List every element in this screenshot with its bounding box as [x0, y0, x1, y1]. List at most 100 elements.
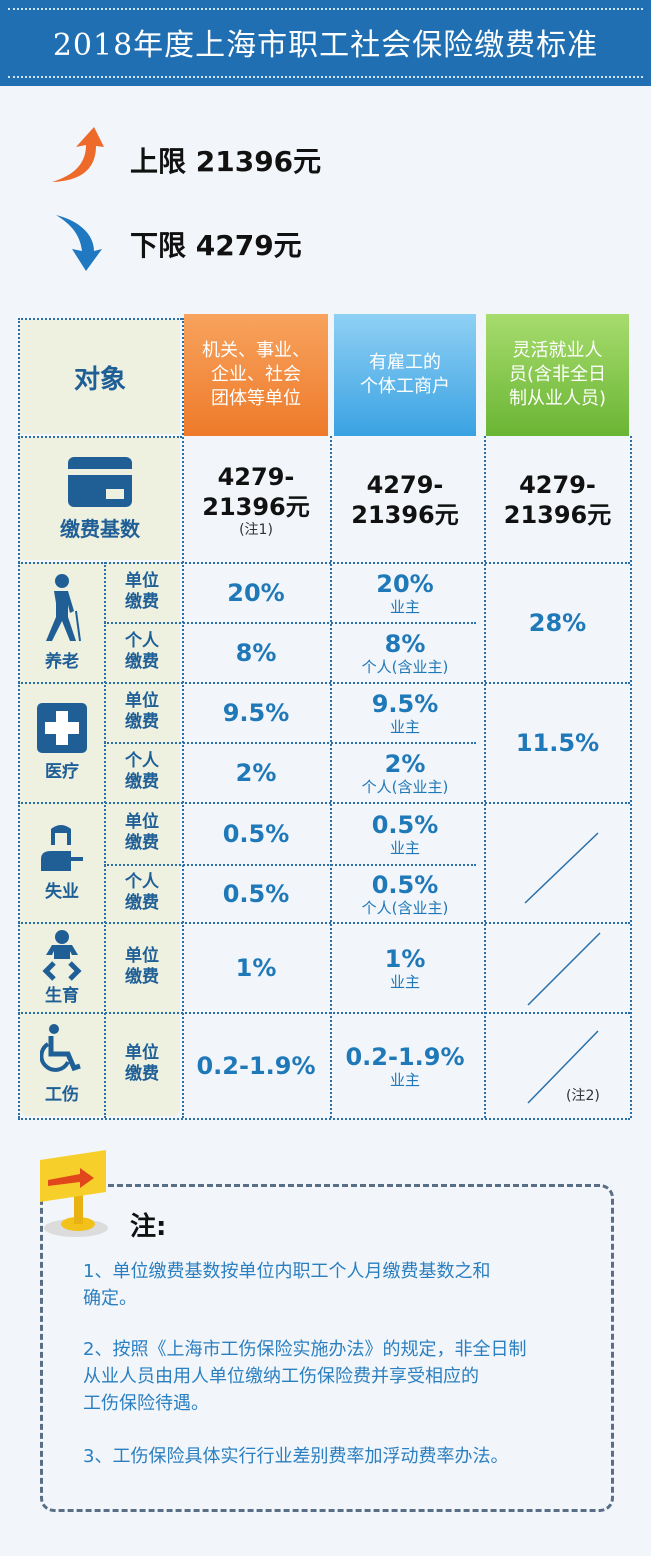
category-column: [20, 562, 180, 1116]
unemployment-owner-unit: 0.5% 业主: [334, 804, 476, 864]
rate: 0.5%: [371, 811, 439, 839]
label: 个人: [125, 751, 159, 771]
rate-note: 业主: [389, 839, 420, 857]
category-medical: 医疗: [20, 682, 104, 802]
lower-limit: 下限 4279元: [130, 229, 302, 262]
rate: 0.2-1.9%: [345, 1043, 465, 1071]
divider: [330, 436, 332, 1118]
category-work-injury: 工伤: [20, 1012, 104, 1116]
category-label: 养老: [45, 651, 79, 672]
rate-note: 个人(含业主): [361, 658, 449, 676]
category-pension: 养老: [20, 562, 104, 682]
value: 21396元: [202, 493, 310, 521]
unemployment-owner-personal: 0.5% 个人(含业主): [334, 866, 476, 922]
value: 4279-: [217, 463, 295, 491]
note-line: 3、工伤保险具体实行行业差别费率加浮动费率办法。: [83, 1446, 509, 1467]
base-self-employed: 4279- 21396元: [334, 440, 476, 560]
rate-note: 业主: [389, 973, 420, 991]
label: 单位: [125, 571, 159, 591]
injury-owner-unit: 0.2-1.9% 业主: [334, 1014, 476, 1118]
baby-icon: [42, 929, 82, 981]
divider: [104, 562, 106, 1118]
pension-flexible-rate: 28%: [528, 609, 587, 637]
unit-contribution-label: 单位 缴费: [104, 1012, 180, 1116]
medical-personal-rate: 2%: [235, 759, 277, 787]
arrow-down-icon: [56, 215, 102, 271]
rate-note: 业主: [389, 598, 420, 616]
unit-contribution-label: 单位 缴费: [104, 562, 180, 622]
divider: [630, 436, 632, 1118]
label: 缴费: [125, 1064, 159, 1084]
category-label: 工伤: [45, 1084, 79, 1105]
arrow-up-icon: [52, 127, 104, 182]
corner-label-cell: 对象: [20, 320, 180, 434]
pension-personal-rate: 8%: [235, 639, 277, 667]
worker-at-desk-icon: [41, 824, 83, 871]
label: 缴费: [125, 893, 159, 913]
rate: 0.5%: [371, 871, 439, 899]
pension-unit-rate: 20%: [227, 579, 285, 607]
header-line: 机关、事业、: [202, 340, 310, 361]
header-line: 团体等单位: [211, 388, 301, 409]
note-line: 工伤保险待遇。: [83, 1393, 209, 1414]
divider: [18, 562, 630, 564]
rate-note: 个人(含业主): [361, 899, 449, 917]
divider: [18, 802, 630, 804]
header-line: 员(含非全日: [508, 364, 607, 385]
unit-contribution-label: 单位 缴费: [104, 682, 180, 742]
value: 21396元: [351, 501, 459, 529]
personal-contribution-label: 个人 缴费: [104, 864, 180, 922]
maternity-owner-unit: 1% 业主: [334, 924, 476, 1012]
unemployment-personal-rate: 0.5%: [222, 880, 290, 908]
note-1: 1、单位缴费基数按单位内职工个人月缴费基数之和 确定。: [83, 1258, 593, 1312]
value: 4279-: [366, 471, 444, 499]
label: 缴费: [125, 967, 159, 987]
divider: [18, 436, 182, 438]
rate-note: 个人(含业主): [361, 778, 449, 796]
label: 单位: [125, 691, 159, 711]
not-applicable-slash: [524, 832, 599, 904]
label: 个人: [125, 631, 159, 651]
medical-owner-unit: 9.5% 业主: [334, 684, 476, 742]
rate: 9.5%: [371, 690, 439, 718]
pension-owner-unit: 20% 业主: [334, 564, 476, 622]
category-label: 医疗: [45, 761, 79, 782]
page-title: 2018年度上海市职工社会保险缴费标准: [52, 28, 599, 63]
divider: [8, 8, 643, 10]
corner-label: 对象: [73, 364, 126, 395]
divider: [18, 682, 630, 684]
medical-unit-rate: 9.5%: [222, 699, 290, 727]
header-line: 个体工商户: [360, 376, 450, 397]
base-flexible: 4279- 21396元: [486, 440, 629, 560]
column-header-flexible: 灵活就业人 员(含非全日 制从业人员): [486, 314, 629, 436]
medical-owner-personal: 2% 个人(含业主): [334, 744, 476, 802]
base-label-cell: 缴费基数: [20, 438, 180, 560]
personal-contribution-label: 个人 缴费: [104, 622, 180, 682]
injury-unit-rate: 0.2-1.9%: [196, 1052, 316, 1080]
header-line: 灵活就业人: [512, 340, 603, 361]
label: 个人: [125, 872, 159, 892]
upper-limit: 上限 21396元: [130, 145, 322, 178]
unit-contribution-label: 单位 缴费: [104, 922, 180, 1012]
divider: [182, 318, 184, 1118]
divider: [18, 1118, 630, 1120]
category-label: 失业: [45, 881, 79, 902]
rate: 1%: [384, 945, 426, 973]
divider: [18, 922, 630, 924]
note-line: 2、按照《上海市工伤保险实施办法》的规定，非全日制: [83, 1339, 527, 1360]
category-unemployment: 失业: [20, 802, 104, 922]
divider: [18, 318, 20, 1118]
signpost-icon: [40, 1150, 108, 1237]
label: 缴费: [125, 592, 159, 612]
unemployment-unit-rate: 0.5%: [222, 820, 290, 848]
column-header-institutions: 机关、事业、 企业、社会 团体等单位: [184, 314, 328, 436]
note-ref: (注2): [566, 1088, 600, 1104]
divider: [104, 742, 476, 744]
value: 21396元: [503, 501, 612, 529]
unit-contribution-label: 单位 缴费: [104, 802, 180, 864]
divider: [104, 864, 476, 866]
not-applicable-slash: [527, 932, 601, 1006]
label: 单位: [125, 1043, 159, 1063]
maternity-unit-rate: 1%: [235, 954, 277, 982]
label: 缴费: [125, 712, 159, 732]
